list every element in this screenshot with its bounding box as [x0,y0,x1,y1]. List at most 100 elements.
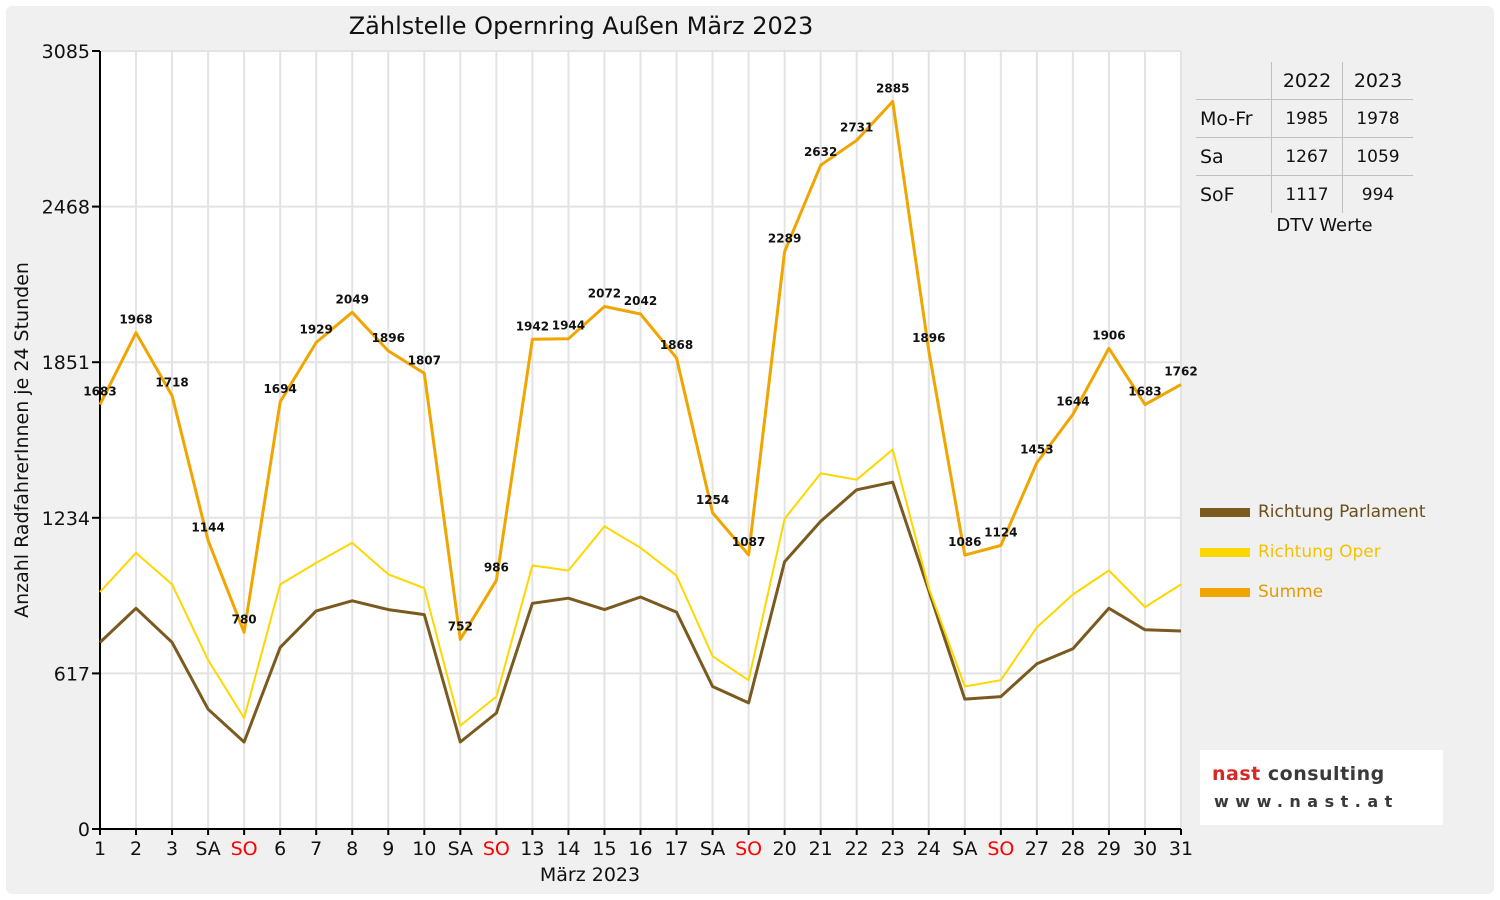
data-label: 1896 [912,331,945,345]
data-label: 2731 [840,120,873,134]
x-tick-label: 9 [382,838,394,860]
dtv-cell: 1978 [1342,99,1413,138]
dtv-table: 2022 2023 Mo-Fr 1985 1978 Sa 1267 1059 S… [1196,62,1413,236]
x-tick-label: 1 [94,838,106,860]
y-tick-label: 1851 [42,352,90,374]
data-label: 986 [484,560,509,574]
data-label: 1718 [155,376,188,390]
legend-swatch [1200,587,1250,597]
legend-label: Richtung Oper [1258,542,1381,562]
data-label: 2072 [588,286,621,300]
dtv-cell: 1985 [1271,99,1343,138]
x-tick-label: SA [195,838,220,860]
x-tick-label: SA [700,838,725,860]
dtv-corner [1196,62,1272,100]
logo-name-part2: consulting [1267,763,1385,785]
y-tick-label: 3085 [42,41,90,63]
x-tick-label: 3 [166,838,178,860]
x-tick-label: 7 [310,838,322,860]
x-tick-label: 22 [845,838,869,860]
legend-swatch [1200,507,1250,517]
data-label: 1644 [1056,394,1089,408]
data-label: 1807 [408,353,441,367]
x-tick-label: 29 [1097,838,1121,860]
x-tick-label: SA [448,838,473,860]
data-label: 1254 [696,493,729,507]
data-label: 2632 [804,145,837,159]
x-tick-label: SO [483,838,510,860]
data-label: 2289 [768,232,801,246]
dtv-cell: 1059 [1342,137,1413,176]
dtv-caption: DTV Werte [1276,215,1373,236]
data-label: 1968 [119,313,152,327]
legend-label: Summe [1258,582,1324,602]
data-label: 1929 [299,323,332,337]
data-label: 1944 [552,319,585,333]
y-tick-label: 1234 [42,508,90,530]
x-axis-label: März 2023 [539,864,641,886]
data-label: 1683 [83,385,116,399]
data-label: 2049 [336,292,369,306]
data-label: 780 [232,612,257,626]
x-tick-label: 21 [809,838,833,860]
dtv-col-2023: 2023 [1342,62,1413,100]
y-tick-label: 0 [78,819,90,841]
series-line-oper [99,448,1182,727]
y-tick-label: 2468 [42,197,90,219]
data-label: 752 [448,619,473,633]
x-tick-label: 8 [346,838,358,860]
x-tick-label: 15 [592,838,616,860]
chart-title: Zählstelle Opernring Außen März 2023 [348,12,814,40]
legend-item: Richtung Parlament [1200,492,1426,532]
x-tick-label: SO [987,838,1014,860]
data-label: 1762 [1164,365,1197,379]
data-label: 1868 [660,338,693,352]
data-label: 2042 [624,294,657,308]
x-tick-label: 13 [520,838,544,860]
data-label: 1694 [263,382,296,396]
x-tick-label: 17 [664,838,688,860]
data-label: 1453 [1020,443,1053,457]
x-tick-label: 27 [1025,838,1049,860]
x-tick-label: 31 [1169,838,1193,860]
series-line-summe [98,99,1182,641]
logo-url: www.nast.at [1214,792,1399,811]
legend: Richtung Parlament Richtung Oper Summe [1200,492,1426,612]
legend-label: Richtung Parlament [1258,502,1426,522]
data-label: 1087 [732,535,765,549]
legend-item: Summe [1200,572,1426,612]
logo-name-part1: nast [1212,763,1261,785]
data-label: 1906 [1092,328,1125,342]
x-tick-label: 24 [917,838,941,860]
series-line-parlament [98,480,1182,744]
x-tick-label: 30 [1133,838,1157,860]
x-tick-label: 20 [773,838,797,860]
data-label: 1896 [372,331,405,345]
dtv-col-2022: 2022 [1271,62,1343,100]
legend-item: Richtung Oper [1200,532,1426,572]
data-label: 1086 [948,535,981,549]
logo-name: nast consulting [1212,763,1385,785]
data-label: 1124 [984,526,1017,540]
data-label: 2885 [876,81,909,95]
legend-swatch [1200,547,1250,557]
x-tick-label: SO [735,838,762,860]
dtv-row-label: Sa [1196,137,1272,176]
y-tick-label: 617 [54,663,90,685]
x-tick-label: 14 [556,838,580,860]
dtv-cell: 994 [1342,175,1413,213]
dtv-cell: 1117 [1271,175,1343,213]
x-tick-label: SO [231,838,258,860]
x-tick-label: 6 [274,838,286,860]
x-tick-label: 16 [628,838,652,860]
x-tick-label: 10 [412,838,436,860]
data-label: 1942 [516,319,549,333]
data-label: 1144 [191,520,224,534]
data-label: 1683 [1128,385,1161,399]
dtv-row-label: SoF [1196,175,1272,213]
dtv-cell: 1267 [1271,137,1343,176]
dtv-row-label: Mo-Fr [1196,99,1272,138]
company-logo: nast consulting www.nast.at [1200,750,1443,825]
x-tick-label: 28 [1061,838,1085,860]
